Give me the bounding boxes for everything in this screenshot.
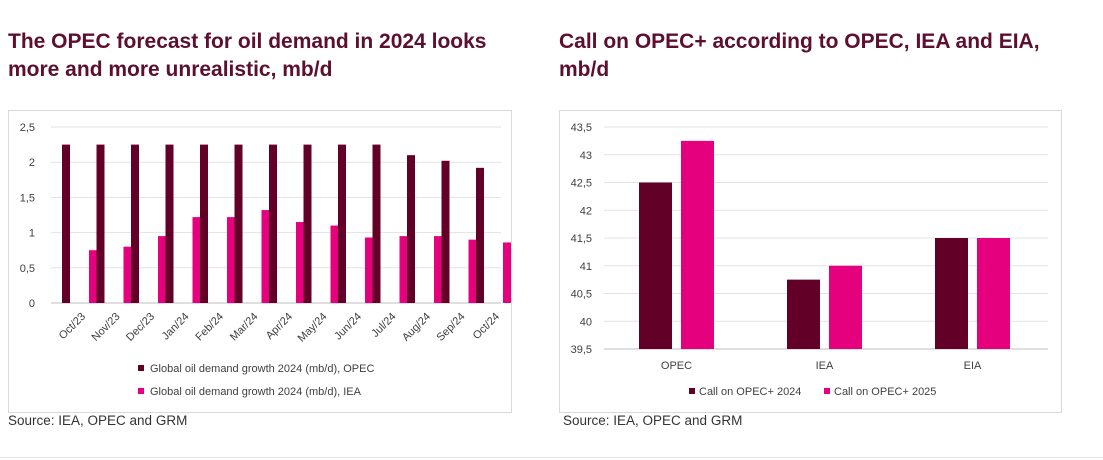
right-title-line1: Call on OPEC+ according to OPEC, IEA and…	[559, 30, 1040, 53]
legend-swatch	[689, 388, 695, 394]
bar-2025	[977, 238, 1010, 349]
bar-iea	[192, 217, 201, 303]
bar-2024	[935, 238, 968, 349]
left-source-note: Source: IEA, OPEC and GRM	[8, 413, 188, 428]
bar-2024	[639, 182, 672, 349]
x-tick-label: Sep/24	[434, 311, 467, 344]
bar-iea	[434, 236, 442, 303]
left-chart-panel: 0 0,5 1 1,5 2 2,5 Oct/23 Nov/23 Dec/23 Jan/24 Feb/…	[8, 110, 512, 413]
x-tick-label: Nov/23	[89, 311, 122, 344]
x-tick-label: Jan/24	[160, 311, 192, 343]
bar-iea	[123, 246, 132, 303]
bar-opec	[234, 144, 243, 303]
bar-opec	[372, 144, 381, 303]
legend-label: Call on OPEC+ 2025	[834, 386, 936, 398]
legend-swatch	[138, 388, 144, 394]
bar-opec	[131, 144, 139, 303]
x-tick-label: Oct/24	[471, 311, 502, 342]
x-tick-label: Feb/24	[193, 311, 226, 344]
left-title-line1: The OPEC forecast for oil demand in 2024…	[8, 30, 487, 53]
legend-swatch	[824, 388, 830, 394]
bar-opec	[441, 160, 450, 303]
bar-2025	[829, 265, 862, 349]
bar-2025	[681, 140, 714, 349]
bottom-divider	[0, 457, 1103, 458]
bar-iea	[227, 217, 235, 303]
legend-swatch	[138, 365, 144, 371]
x-tick-label: OPEC	[661, 360, 692, 372]
legend-label: Global oil demand growth 2024 (mb/d), OP…	[150, 363, 374, 375]
bar-iea	[89, 250, 97, 303]
right-chart-svg: 39,5 40 40,5 41 41,5 42 42,5 43 43,5 OPEC IEA EIA Ca…	[571, 122, 1048, 398]
y-tick-label: 41,5	[571, 233, 592, 245]
y-tick-label: 41	[580, 261, 592, 273]
bar-opec	[269, 144, 277, 303]
y-tick-label: 43,5	[571, 122, 592, 134]
bar-opec	[303, 144, 312, 303]
x-tick-label: May/24	[296, 311, 330, 345]
y-tick-label: 1	[29, 228, 35, 240]
x-tick-label: Jul/24	[369, 311, 398, 340]
bar-iea	[399, 236, 408, 303]
x-tick-label: Aug/24	[400, 311, 433, 344]
y-tick-label: 0,5	[20, 263, 35, 275]
left-chart-title: The OPEC forecast for oil demand in 2024…	[8, 28, 538, 84]
bar-opec	[407, 155, 415, 303]
left-title-line2: more and more unrealistic, mb/d	[8, 58, 333, 81]
right-chart-title: Call on OPEC+ according to OPEC, IEA and…	[559, 28, 1099, 84]
bar-iea	[158, 236, 166, 303]
x-tick-label: Mar/24	[228, 311, 261, 344]
x-tick-label: Apr/24	[264, 311, 295, 342]
bar-opec	[165, 144, 174, 303]
legend-label: Global oil demand growth 2024 (mb/d), IE…	[150, 386, 362, 398]
bar-opec	[338, 144, 346, 303]
y-tick-label: 0	[29, 298, 35, 310]
y-tick-label: 2	[29, 157, 35, 169]
bar-iea	[296, 222, 304, 303]
bar-2024	[787, 279, 820, 349]
x-tick-label: Dec/23	[124, 311, 157, 344]
legend-label: Call on OPEC+ 2024	[699, 386, 801, 398]
bar-opec	[200, 144, 208, 303]
y-tick-label: 42	[580, 205, 592, 217]
bar-iea	[330, 225, 339, 303]
bar-iea	[365, 237, 373, 303]
bar-iea	[261, 210, 270, 303]
x-tick-label: EIA	[964, 360, 982, 372]
y-tick-label: 43	[580, 150, 592, 162]
y-tick-label: 42,5	[571, 178, 592, 190]
bar-iea	[503, 242, 511, 303]
right-title-line2: mb/d	[559, 58, 610, 81]
bar-iea	[468, 239, 477, 303]
bar-opec	[476, 167, 484, 303]
bar-opec	[96, 144, 105, 303]
y-tick-label: 40	[580, 316, 592, 328]
right-source-note: Source: IEA, OPEC and GRM	[563, 413, 743, 428]
x-tick-label: IEA	[816, 360, 834, 372]
y-tick-label: 39,5	[571, 344, 592, 356]
y-tick-label: 40,5	[571, 289, 592, 301]
y-tick-label: 2,5	[20, 122, 35, 134]
right-chart-panel: 39,5 40 40,5 41 41,5 42 42,5 43 43,5 OPEC IEA EIA Ca…	[559, 110, 1062, 413]
bar-opec	[62, 144, 70, 303]
left-chart-svg: 0 0,5 1 1,5 2 2,5 Oct/23 Nov/23 Dec/23 Jan/24 Feb/…	[20, 122, 511, 398]
y-tick-label: 1,5	[20, 192, 35, 204]
x-tick-label: Jun/24	[332, 311, 364, 343]
x-tick-label: Oct/23	[57, 311, 88, 342]
